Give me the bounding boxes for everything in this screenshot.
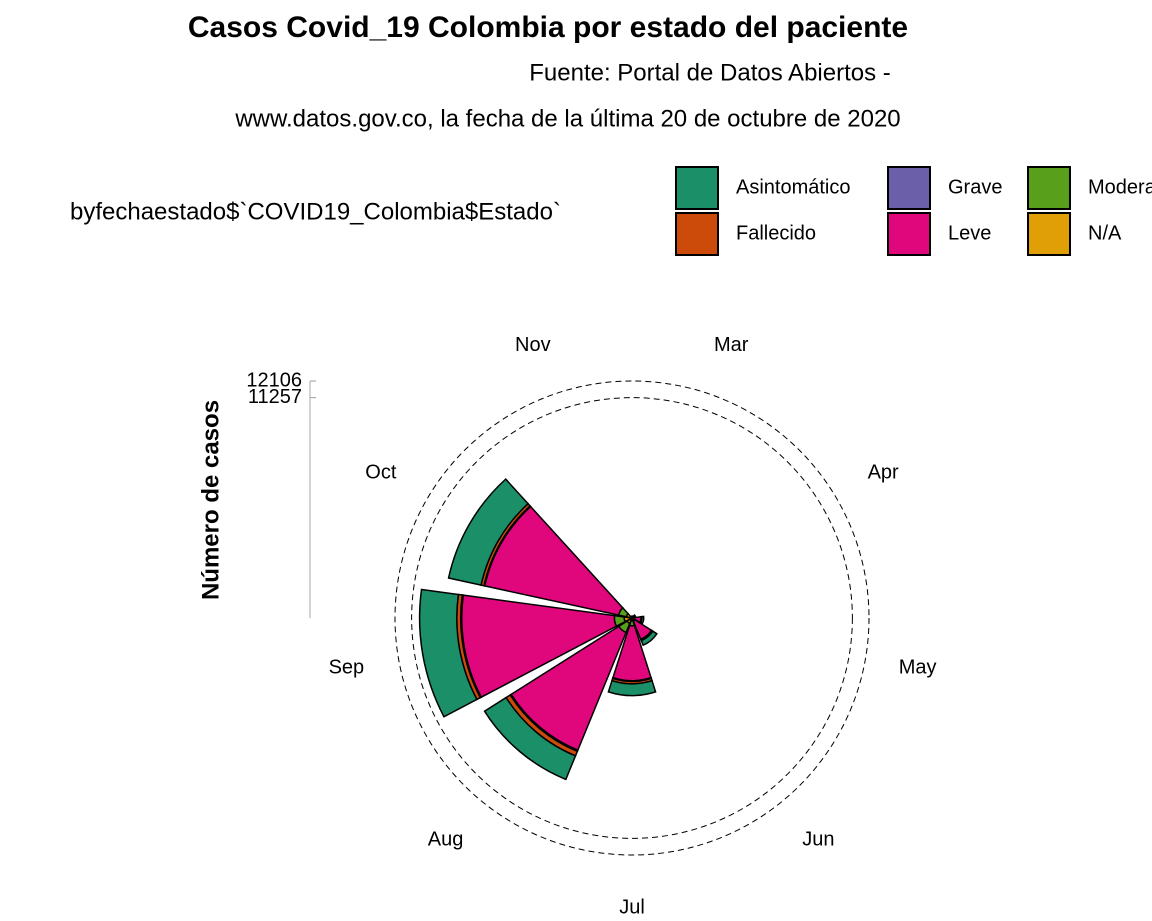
chart-title: Casos Covid_19 Colombia por estado del p…: [188, 11, 908, 44]
legend-label: Grave: [948, 176, 1002, 198]
legend-label: N/A: [1088, 222, 1122, 244]
angle-label: Mar: [714, 334, 749, 356]
angle-label: Apr: [868, 461, 899, 483]
legend-key: [887, 166, 931, 210]
wedge: [447, 478, 530, 587]
wedge: [640, 630, 658, 647]
angle-label: Sep: [329, 657, 365, 679]
grid-circle: [394, 380, 870, 856]
y-tick-label: 11257: [248, 386, 302, 408]
legend-label: Asintomático: [736, 176, 851, 198]
angle-label: Jul: [619, 896, 645, 918]
angle-label: Nov: [515, 334, 551, 356]
legend-key: [1027, 166, 1071, 210]
subtitle: Fuente: Portal de Datos Abiertos -: [529, 59, 891, 86]
wedge: [639, 615, 645, 625]
angle-label: Aug: [428, 828, 464, 850]
wedge: [483, 696, 577, 781]
legend-key: [675, 212, 719, 256]
y-axis-label: Número de casos: [197, 400, 224, 600]
legend-title: byfechaestado$`COVID19_Colombia$Estado`: [70, 198, 561, 225]
legend-label: Moderado: [1088, 176, 1152, 198]
legend-key: [1027, 212, 1071, 256]
angle-label: Jun: [802, 828, 834, 850]
grid-circle: [411, 397, 853, 839]
subtitle: www.datos.gov.co, la fecha de la última …: [234, 105, 900, 132]
legend-label: Leve: [948, 222, 991, 244]
wedge: [418, 588, 478, 718]
legend-key: [887, 212, 931, 256]
legend-key: [675, 166, 719, 210]
angle-label: May: [899, 657, 937, 679]
legend-label: Fallecido: [736, 222, 816, 244]
y-tick-label: 12106: [246, 369, 302, 391]
angle-label: Oct: [365, 461, 397, 483]
wedge: [607, 679, 657, 697]
